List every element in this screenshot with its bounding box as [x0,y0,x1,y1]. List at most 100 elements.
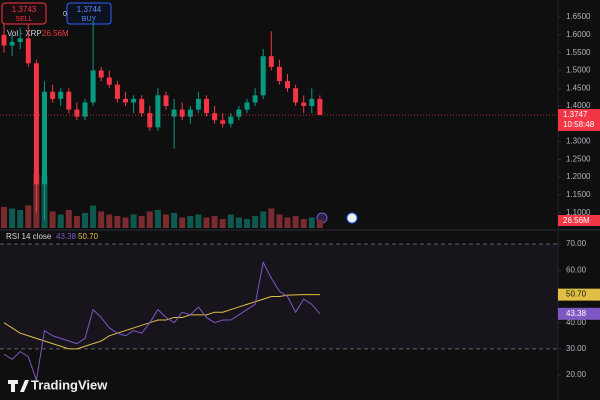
volume-bar [203,217,210,228]
volume-bar [138,216,145,228]
y-tick-label: 1.1500 [566,190,591,199]
value-badge [558,307,600,320]
candle-body [74,109,80,117]
volume-bar [268,208,275,228]
volume-bar [49,211,56,228]
y-tick-label: 1.2000 [566,172,591,181]
candle-body [25,38,31,64]
candle-body [139,98,145,114]
volume-bar [154,210,161,228]
volume-bar [235,217,242,228]
candle-body [268,56,274,67]
candle-body [204,98,209,114]
candle-body [155,95,161,128]
candle-body [293,88,299,103]
volume-badge-label: 26.56M [563,216,590,225]
candle-body [195,98,201,110]
volume-title: Vol · XRP [7,29,42,38]
volume-bar [82,213,88,228]
value-badge [558,288,600,301]
candle-body [179,109,185,117]
y-tick-label: 1.5000 [566,66,591,75]
brand-logo [8,380,29,392]
volume-bar [187,216,194,228]
candle-body [58,91,64,99]
candle-body [163,95,169,106]
volume-bar [276,214,283,228]
volume-bar [106,214,113,228]
y-tick-label: 70.00 [566,239,587,248]
candle-body [90,70,96,103]
volume-bar [57,214,64,228]
volume-bar [98,211,105,228]
y-tick-label: 1.3000 [566,137,591,146]
y-tick-label: 40.00 [566,318,587,327]
candle-body [42,91,47,185]
y-tick-label: 60.00 [566,265,587,274]
y-tick-label: 1.6000 [566,30,591,39]
y-tick-label: 1.2500 [566,154,591,163]
candle-body [301,102,307,106]
y-tick-label: 30.00 [566,344,587,353]
last-price: 1.3747 [563,110,588,119]
sell-button[interactable] [1,2,47,25]
y-tick-label: 1.1000 [566,208,591,217]
candle-body [212,113,218,121]
buy-label: BUY [82,16,97,23]
candle-body [285,81,290,89]
y-tick-label: 20.00 [566,370,587,379]
candle-body [244,102,250,110]
volume-bar [227,214,234,228]
brand: TradingView [31,377,108,392]
candle-body [317,98,323,115]
candle-body [187,109,193,117]
volume-bar [65,210,72,228]
countdown: 10:58:48 [563,120,595,129]
sell-label: SELL [15,16,32,23]
volume-bar [114,216,121,228]
volume-bar [179,217,186,228]
candle-body [82,102,88,117]
candle-body [17,38,23,42]
volume-bar [195,214,202,228]
candle-body [114,84,120,99]
volume-bar [17,210,24,228]
candle-body [33,63,39,185]
volume-label: 26.56M [42,29,69,38]
y-tick-label: 1.5500 [566,48,591,57]
candle-body [171,109,177,117]
candle-body [1,34,7,46]
volume-bar [308,217,315,228]
volume-bar [1,207,7,228]
volume-bar [244,219,250,228]
volume-bar [260,211,267,228]
candle-body [220,120,226,124]
candle-body [131,98,137,103]
y-tick-label: 1.6500 [566,12,591,21]
candle-body [123,98,128,103]
last-price-badge [558,108,600,131]
rsi-ma-value: 50.70 [78,232,99,241]
volume-bar [9,208,16,228]
volume-bar [316,220,323,228]
candle-body [106,77,112,85]
candle-body [228,116,234,124]
volume-badge [558,215,600,226]
volume-bar [25,205,32,228]
series-line [3,294,320,350]
volume-bar [90,205,97,228]
series-line [3,260,321,381]
rsi-title: RSI 14 close [6,232,52,241]
candle-body [9,41,15,46]
volume-bar [122,217,129,228]
candle-body [50,91,56,99]
value-badge-label: 43.38 [566,309,587,318]
volume-bar [171,213,178,228]
value-badge-label: 50.70 [566,290,587,299]
candle-body [276,66,282,82]
flag-icon[interactable] [346,212,358,224]
buy-button[interactable] [66,2,112,25]
